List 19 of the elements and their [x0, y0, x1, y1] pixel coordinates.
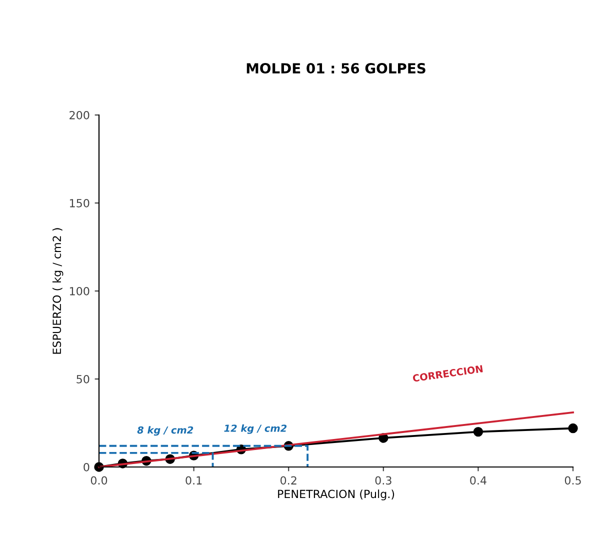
y-tick-label: 200 — [70, 110, 90, 120]
x-tick-label: 0.0 — [90, 476, 108, 485]
x-tick-label: 0.5 — [564, 476, 581, 485]
y-tick-label: 0 — [84, 462, 90, 472]
y-tick-label: 150 — [70, 198, 90, 208]
point — [473, 426, 484, 437]
x-tick-label: 0.3 — [375, 476, 392, 485]
x-axis-title: PENETRACION (Pulg.) — [278, 490, 394, 500]
y-tick-label: 50 — [76, 374, 90, 384]
annotation: 12 kg / cm2 — [224, 424, 287, 434]
x-tick-label: 0.1 — [186, 476, 202, 485]
y-axis-title: ESPUERZO ( kg / cm2 ) — [52, 228, 64, 354]
x-tick-label: 0.4 — [470, 476, 486, 485]
x-tick-label: 0.2 — [280, 476, 296, 485]
y-tick-label: 100 — [70, 286, 90, 296]
point — [568, 423, 578, 434]
annotation: 8 kg / cm2 — [137, 426, 194, 436]
chart-title: MOLDE 01 : 56 GOLPES — [246, 63, 426, 74]
text: CORRECCION — [412, 364, 483, 382]
